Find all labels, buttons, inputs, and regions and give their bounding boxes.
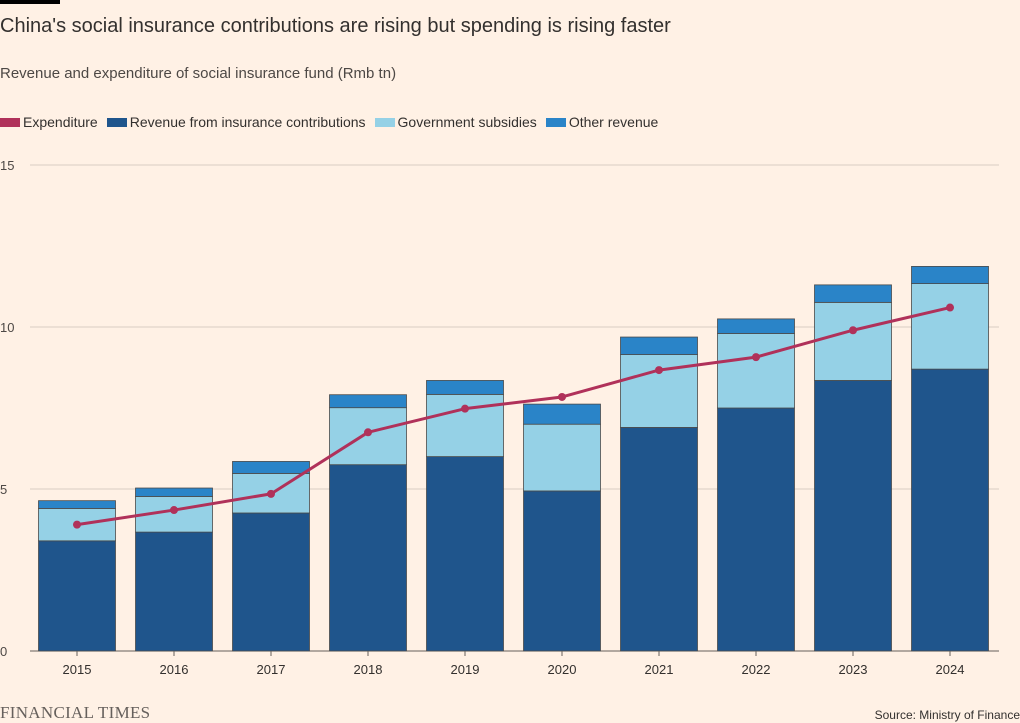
- legend-swatch: [106, 117, 127, 127]
- legend-item-subsidies: Government subsidies: [374, 114, 537, 130]
- bar-segment: [426, 393, 504, 457]
- bar-segment: [814, 301, 892, 381]
- stacked-bar-chart: 0 5 10 15 2015 2016 2017 2018 2019 2020 2021 2022 20…: [0, 158, 999, 677]
- expenditure-line: [76, 306, 951, 527]
- x-tick-label: 2023: [839, 662, 868, 677]
- y-tick-label: 0: [0, 644, 7, 659]
- expenditure-point: [73, 520, 81, 529]
- expenditure-point: [461, 404, 469, 413]
- ft-logo: FINANCIAL TIMES: [0, 703, 151, 722]
- bar-segment: [426, 380, 504, 395]
- expenditure-point: [752, 353, 760, 362]
- bar-segment: [620, 427, 698, 652]
- x-tick-label: 2022: [742, 662, 771, 677]
- legend-item-contributions: Revenue from insurance contributions: [106, 114, 366, 130]
- bar-segment: [38, 500, 116, 509]
- x-tick-label: 2021: [645, 662, 674, 677]
- bar-segment: [135, 487, 213, 497]
- bar-segment: [911, 283, 989, 370]
- legend-label: Other revenue: [568, 114, 659, 130]
- y-tick-label: 10: [0, 320, 14, 335]
- expenditure-point: [946, 303, 954, 312]
- expenditure-point: [558, 392, 566, 401]
- legend-swatch: [374, 117, 395, 127]
- bar-segment: [38, 540, 116, 652]
- bar-segment: [814, 380, 892, 652]
- bar-segment: [717, 318, 795, 334]
- bar-segment: [232, 461, 310, 474]
- x-tick-label: 2024: [936, 662, 965, 677]
- legend-item-expenditure: Expenditure: [0, 114, 98, 130]
- legend-label: Expenditure: [23, 114, 98, 130]
- expenditure-point: [170, 506, 178, 515]
- y-tick-label: 5: [0, 482, 7, 497]
- legend-label: Government subsidies: [397, 114, 537, 130]
- expenditure-point: [267, 489, 275, 498]
- bar-segment: [329, 464, 407, 652]
- bar-segment: [523, 403, 601, 425]
- x-tick-label: 2019: [451, 662, 480, 677]
- bar-segment: [232, 512, 310, 652]
- bar-segment: [523, 423, 601, 492]
- chart-title: China's social insurance contributions a…: [0, 15, 671, 37]
- legend-item-other-revenue: Other revenue: [545, 114, 659, 130]
- expenditure-point: [849, 326, 857, 335]
- chart-subtitle: Revenue and expenditure of social insura…: [0, 65, 397, 82]
- x-tick-label: 2017: [257, 662, 286, 677]
- x-tick-label: 2015: [63, 662, 92, 677]
- chart-legend: Expenditure Revenue from insurance contr…: [0, 114, 667, 130]
- bar-segment: [814, 284, 892, 303]
- legend-swatch: [0, 117, 20, 127]
- bar-segment: [717, 407, 795, 652]
- bar-segment: [523, 490, 601, 652]
- source-note: Source: Ministry of Finance: [874, 708, 1020, 722]
- x-tick-label: 2018: [354, 662, 383, 677]
- bar-segment: [135, 531, 213, 652]
- expenditure-point: [364, 428, 372, 437]
- legend-label: Revenue from insurance contributions: [129, 114, 366, 130]
- y-tick-label: 15: [0, 158, 14, 173]
- x-tick-label: 2016: [160, 662, 189, 677]
- expenditure-point: [655, 366, 663, 375]
- bar-segment: [911, 368, 989, 652]
- x-tick-label: 2020: [548, 662, 577, 677]
- brand-bar: [0, 0, 60, 4]
- bar-segment: [329, 394, 407, 409]
- bar-segment: [717, 333, 795, 409]
- bar-segment: [426, 456, 504, 652]
- bar-segment: [911, 266, 989, 284]
- bar-segment: [620, 336, 698, 355]
- legend-swatch: [545, 117, 566, 127]
